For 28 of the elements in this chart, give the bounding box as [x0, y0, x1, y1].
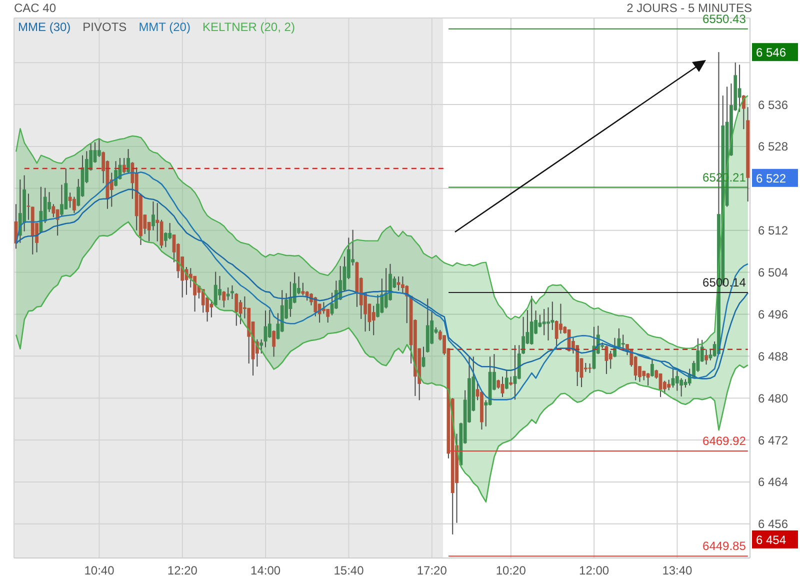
x-tick-label: 10:40 [84, 564, 115, 578]
x-tick-label: 12:20 [167, 564, 198, 578]
y-tick-label: 6 480 [758, 391, 788, 406]
x-tick-label: 17:20 [416, 564, 448, 578]
y-tick-label: 6 496 [758, 307, 788, 322]
x-tick-label: 15:40 [334, 564, 364, 578]
y-tick-label: 6 504 [758, 266, 788, 280]
y-tick-label: 6 456 [758, 517, 788, 532]
ref-line-label: 6449.85 [702, 539, 746, 554]
ref-line-label: 6469.92 [702, 434, 746, 448]
x-tick-label: 13:40 [662, 564, 693, 578]
annotation: PIVOTS [82, 20, 127, 34]
text: MME (30) [18, 20, 71, 34]
y-tick-label: 6 464 [758, 475, 788, 490]
text: 6 522 [756, 171, 786, 186]
y-tick-label: 6 488 [758, 349, 788, 364]
x-tick-label: 10:20 [496, 564, 526, 578]
x-tick-label: 12:00 [579, 564, 610, 578]
chart-title: CAC 40 [14, 1, 56, 15]
text: 6 546 [756, 46, 786, 60]
y-tick-label: 6 536 [758, 98, 788, 112]
text: MMT (20) [138, 20, 190, 34]
y-tick-label: 6 528 [758, 140, 788, 154]
text: KELTNER (20, 2) [202, 20, 295, 34]
text: 6 454 [756, 532, 786, 547]
x-tick-label: 14:00 [250, 564, 281, 578]
y-tick-label: 6 512 [758, 224, 788, 238]
y-tick-label: 6 472 [758, 433, 788, 448]
